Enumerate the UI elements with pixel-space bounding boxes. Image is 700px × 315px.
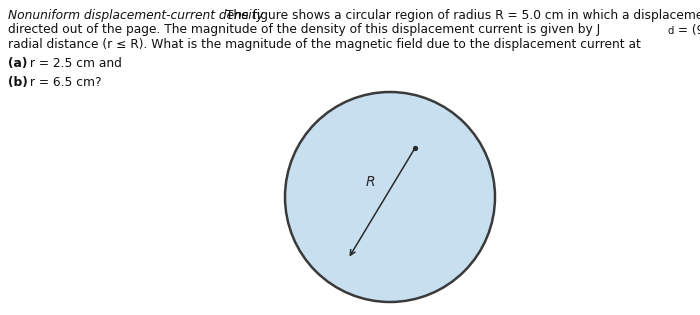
Text: R: R xyxy=(365,175,375,189)
Circle shape xyxy=(285,92,495,302)
Text: (a): (a) xyxy=(8,57,27,70)
Text: The figure shows a circular region of radius R = 5.0 cm in which a displacement : The figure shows a circular region of ra… xyxy=(222,9,700,22)
Text: d: d xyxy=(668,26,674,36)
Text: r = 2.5 cm and: r = 2.5 cm and xyxy=(26,57,122,70)
Text: Nonuniform displacement-current density.: Nonuniform displacement-current density. xyxy=(8,9,267,22)
Text: = (9 A/m²)(1 - r/R), where r is the: = (9 A/m²)(1 - r/R), where r is the xyxy=(674,24,700,37)
Text: (b): (b) xyxy=(8,76,28,89)
Text: r = 6.5 cm?: r = 6.5 cm? xyxy=(26,76,102,89)
Text: directed out of the page. The magnitude of the density of this displacement curr: directed out of the page. The magnitude … xyxy=(8,24,601,37)
Text: radial distance (r ≤ R). What is the magnitude of the magnetic field due to the : radial distance (r ≤ R). What is the mag… xyxy=(8,38,641,51)
